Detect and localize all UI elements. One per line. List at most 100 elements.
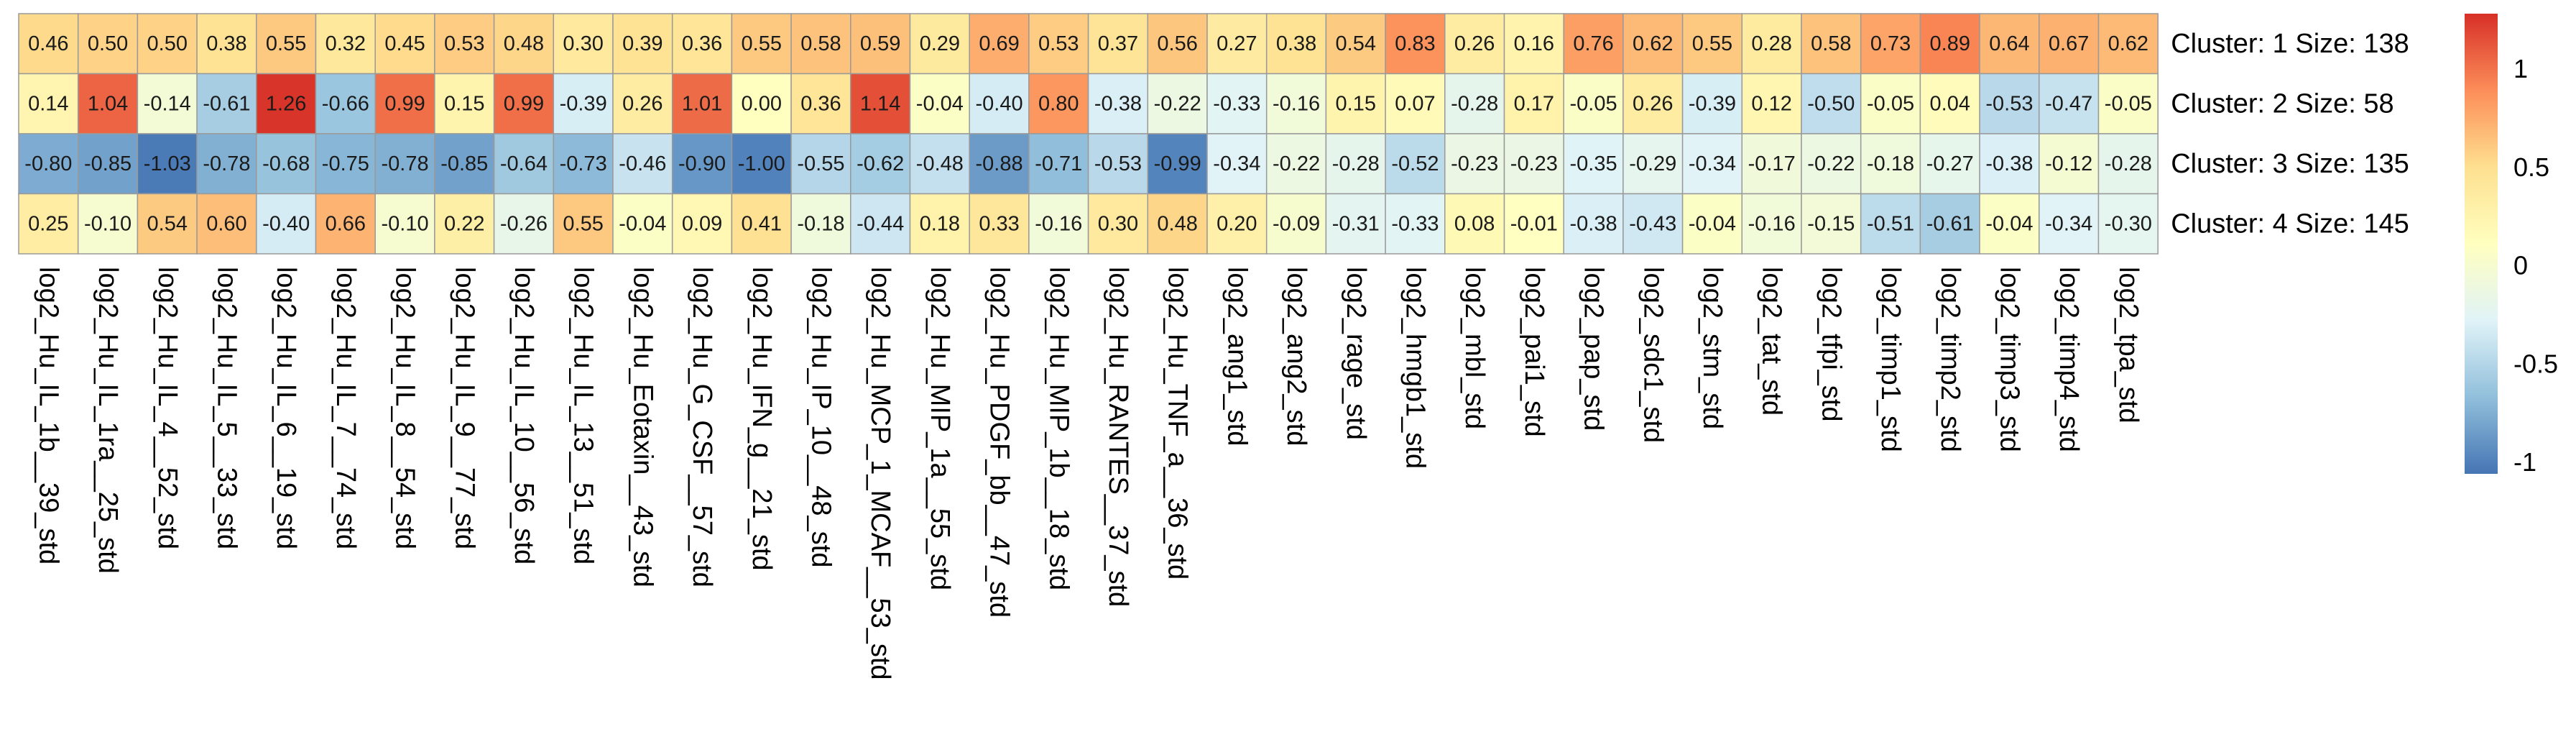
- cell-value-label: -0.16: [1035, 212, 1082, 235]
- cell-value-label: 0.64: [1989, 32, 2029, 55]
- heatmap-cell: [1741, 193, 1802, 255]
- heatmap-cell: [493, 73, 555, 134]
- cell-value-label: 0.45: [384, 32, 425, 55]
- heatmap-cell: [553, 73, 614, 134]
- heatmap-cell: [1028, 73, 1089, 134]
- cell-value-label: -0.38: [1985, 152, 2033, 175]
- heatmap-cell: [374, 133, 435, 195]
- cell-value-label: -0.85: [84, 152, 131, 175]
- cell-value-label: -0.16: [1273, 92, 1320, 115]
- cell-value-label: -0.68: [262, 152, 310, 175]
- cell-value-label: 0.89: [1930, 32, 1970, 55]
- heatmap-cell: [671, 13, 733, 75]
- column-label: log2_timp4_std: [2054, 267, 2084, 452]
- column-label: log2_Hu_IL_13__51_std: [568, 267, 599, 564]
- heatmap-cell: [1860, 73, 1921, 134]
- cell-value-label: -0.40: [262, 212, 310, 235]
- cell-value-label: 0.73: [1870, 32, 1911, 55]
- cell-value-label: 0.15: [1336, 92, 1376, 115]
- cell-value-label: -0.23: [1510, 152, 1558, 175]
- heatmap-cell: [969, 13, 1030, 75]
- cell-value-label: 0.60: [206, 212, 246, 235]
- heatmap-cell: [850, 193, 911, 255]
- heatmap-cell: [850, 133, 911, 195]
- cell-value-label: 0.62: [2108, 32, 2148, 55]
- legend-tick-label: 0.5: [2513, 152, 2549, 182]
- cell-value-label: 0.55: [266, 32, 306, 55]
- heatmap-cell: [1028, 193, 1089, 255]
- heatmap-cell: [1801, 73, 1862, 134]
- heatmap-cell: [2039, 193, 2100, 255]
- cell-value-label: 0.38: [1276, 32, 1316, 55]
- cell-value-label: -0.62: [857, 152, 904, 175]
- cell-value-label: 0.76: [1573, 32, 1613, 55]
- heatmap-cell: [850, 73, 911, 134]
- heatmap-cell: [671, 133, 733, 195]
- cell-value-label: 0.66: [326, 212, 366, 235]
- heatmap-cell: [909, 193, 970, 255]
- cell-value-label: -0.10: [84, 212, 131, 235]
- column-label: log2_sdc1_std: [1638, 267, 1668, 443]
- cell-value-label: -0.85: [440, 152, 488, 175]
- column-label: log2_stm_std: [1697, 267, 1727, 429]
- cell-value-label: 0.09: [682, 212, 722, 235]
- cell-value-label: 0.26: [1633, 92, 1673, 115]
- legend-ticks: 1 0.5 0 -0.5 -1: [2513, 54, 2558, 477]
- heatmap-cell: [1979, 193, 2040, 255]
- column-label: log2_Hu_G_CSF__57_std: [687, 267, 717, 587]
- cell-value-label: -0.71: [1035, 152, 1082, 175]
- cell-value-label: -0.51: [1867, 212, 1914, 235]
- column-label: log2_tpa_std: [2113, 267, 2143, 424]
- color-legend-bar: [2465, 14, 2498, 474]
- cell-value-label: -0.40: [975, 92, 1022, 115]
- row-label: Cluster: 3 Size: 135: [2171, 149, 2409, 179]
- cell-value-label: 0.08: [1454, 212, 1495, 235]
- heatmap-cell: [1325, 73, 1386, 134]
- cell-value-label: 0.83: [1395, 32, 1435, 55]
- cell-value-label: 0.58: [1811, 32, 1851, 55]
- heatmap-cell: [909, 133, 970, 195]
- heatmap-cell: [1087, 73, 1149, 134]
- cell-value-label: 0.55: [742, 32, 782, 55]
- heatmap-cell: [1801, 13, 1862, 75]
- heatmap-cell: [553, 193, 614, 255]
- heatmap-cell: [671, 73, 733, 134]
- cell-value-label: -0.38: [1094, 92, 1142, 115]
- column-label: log2_Hu_IL_9__77_std: [449, 267, 479, 549]
- cell-value-label: 0.29: [920, 32, 960, 55]
- column-label: log2_tat_std: [1757, 267, 1787, 416]
- heatmap-cell: [1206, 193, 1268, 255]
- column-label: log2_Hu_IL_5__33_std: [211, 267, 241, 549]
- heatmap-cell: [1385, 133, 1446, 195]
- cell-value-label: -0.52: [1391, 152, 1439, 175]
- heatmap-cell: [434, 193, 495, 255]
- heatmap-cell: [2097, 133, 2159, 195]
- cell-value-label: 0.46: [28, 32, 68, 55]
- cell-value-label: 0.41: [742, 212, 782, 235]
- cell-value-label: -0.73: [560, 152, 607, 175]
- cell-value-label: 0.62: [1633, 32, 1673, 55]
- cell-value-label: -0.78: [203, 152, 250, 175]
- cell-value-label: -0.33: [1391, 212, 1439, 235]
- column-label: log2_ang1_std: [1222, 267, 1252, 446]
- column-label: log2_rage_std: [1341, 267, 1371, 440]
- heatmap-cell: [731, 133, 792, 195]
- cell-value-label: 0.30: [563, 32, 603, 55]
- column-label: log2_Hu_IL_4__52_std: [152, 267, 183, 549]
- cell-value-label: -0.90: [678, 152, 726, 175]
- cell-value-label: 0.69: [979, 32, 1019, 55]
- heatmap-cell: [1860, 133, 1921, 195]
- heatmap-cell: [1147, 13, 1208, 75]
- heatmap-cell: [1087, 13, 1149, 75]
- heatmap-cell: [77, 133, 139, 195]
- cell-value-label: 0.53: [1038, 32, 1079, 55]
- cell-value-label: -0.64: [500, 152, 548, 175]
- heatmap-cell: [77, 13, 139, 75]
- heatmap-cell: [1622, 13, 1684, 75]
- heatmap-cell: [731, 73, 792, 134]
- cell-value-label: 0.16: [1514, 32, 1554, 55]
- column-label: log2_Hu_IL_1ra__25_std: [93, 267, 123, 574]
- cell-value-label: 0.80: [1038, 92, 1079, 115]
- heatmap-cell: [1444, 73, 1505, 134]
